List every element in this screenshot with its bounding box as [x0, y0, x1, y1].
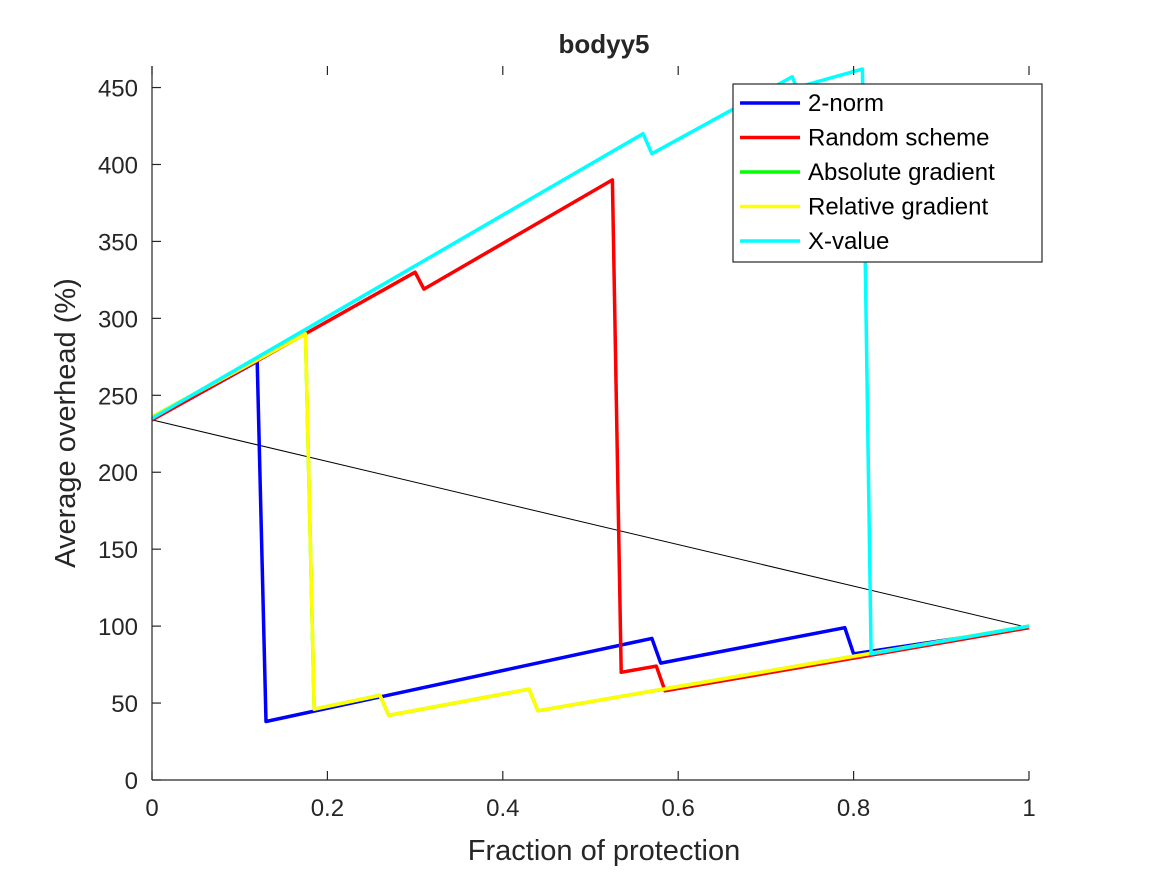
y-tick-label: 150 [98, 537, 138, 564]
y-tick-label: 300 [98, 306, 138, 333]
legend-label-relative-gradient: Relative gradient [808, 194, 988, 221]
y-tick-label: 400 [98, 152, 138, 179]
y-tick-label: 200 [98, 460, 138, 487]
legend-label-x-value: X-value [808, 228, 889, 255]
y-tick-label: 0 [125, 768, 138, 795]
legend-label-absolute-gradient: Absolute gradient [808, 159, 995, 186]
series-line-x-value [151, 67, 1030, 656]
legend-label-random-scheme: Random scheme [808, 125, 989, 152]
chart-title: bodyy5 [558, 29, 649, 59]
x-tick-label: 1 [1022, 795, 1035, 822]
y-tick-label: 450 [98, 76, 138, 103]
legend: 2-norm Random scheme Absolute gradient Rela… [732, 83, 1043, 263]
y-ticks: 0 50 100 150 200 250 300 350 400 450 [98, 76, 161, 795]
x-tick-label: 0.2 [311, 795, 344, 822]
y-tick-label: 350 [98, 229, 138, 256]
series-line-relative-gradient [151, 332, 1030, 718]
x-tick-label: 0.4 [486, 795, 519, 822]
y-tick-label: 50 [111, 691, 138, 718]
y-axis-label: Average overhead (%) [50, 278, 82, 568]
legend-label-2-norm: 2-norm [808, 90, 884, 117]
axes [151, 66, 1029, 781]
x-tick-label: 0.6 [662, 795, 695, 822]
x-axis-label: Fraction of protection [468, 835, 740, 867]
series-line-baseline [151, 419, 1030, 629]
series-line-2-norm [151, 359, 1030, 724]
y-tick-label: 100 [98, 614, 138, 641]
series-layer [151, 67, 1030, 724]
x-ticks: 0 0.2 0.4 0.6 0.8 1 [145, 66, 1036, 822]
y-tick-label: 250 [98, 383, 138, 410]
series-line-random-scheme [151, 178, 1030, 693]
x-tick-label: 0.8 [837, 795, 870, 822]
x-tick-label: 0 [145, 795, 158, 822]
